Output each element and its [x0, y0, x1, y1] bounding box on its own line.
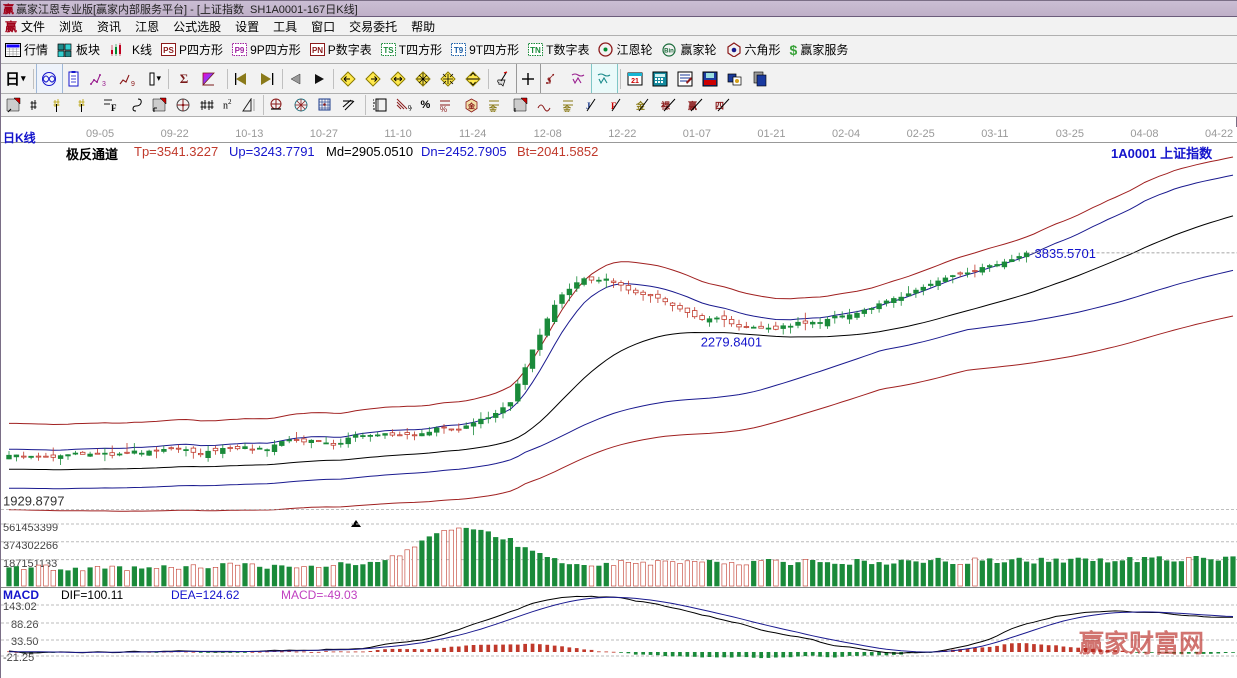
svg-text:2279.8401: 2279.8401	[701, 335, 762, 350]
svg-text:Bin: Bin	[665, 48, 675, 54]
svg-text:TS: TS	[383, 46, 394, 55]
svg-text:金: 金	[488, 104, 498, 112]
svg-text:TN: TN	[530, 46, 541, 55]
svg-text:PS: PS	[163, 46, 174, 55]
svg-text:金: 金	[636, 100, 646, 111]
svg-text:%: %	[408, 104, 412, 112]
svg-text:1929.8797: 1929.8797	[3, 494, 64, 509]
svg-text:%: %	[440, 105, 447, 112]
svg-text:金: 金	[562, 104, 572, 112]
svg-text:P9: P9	[235, 46, 245, 55]
svg-text:金: 金	[467, 101, 476, 110]
svg-text:T9: T9	[454, 46, 464, 55]
svg-text:Σ: Σ	[180, 71, 189, 86]
svg-text:F: F	[611, 101, 617, 111]
svg-text:9: 9	[131, 81, 135, 87]
svg-text:3835.5701: 3835.5701	[1035, 246, 1096, 261]
svg-text:21: 21	[631, 78, 639, 85]
svg-text:3: 3	[102, 81, 106, 87]
svg-text:PN: PN	[312, 46, 323, 55]
svg-text:F: F	[111, 103, 117, 112]
